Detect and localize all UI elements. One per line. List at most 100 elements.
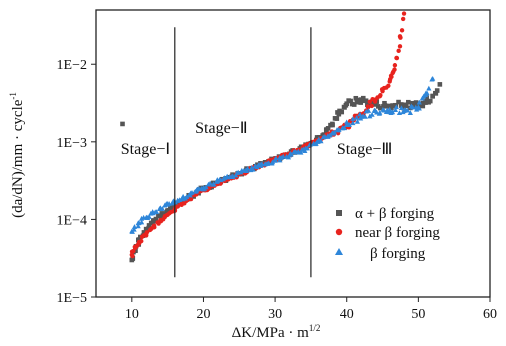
beta-point: [215, 178, 221, 184]
axis-ticks-layer: 10 20 30 40 50 60 1E−5 1E−4 1E−3 1E−2: [57, 58, 497, 322]
near-beta-point: [387, 79, 392, 84]
beta-point: [416, 99, 422, 105]
beta-point: [358, 114, 364, 119]
near-beta-point: [143, 231, 149, 237]
alpha-beta-point: [387, 103, 393, 109]
beta-point: [407, 110, 413, 115]
beta-point: [250, 166, 256, 172]
x-tick-label: 20: [196, 307, 210, 322]
alpha-beta-point: [136, 237, 142, 242]
near-beta-point: [378, 93, 383, 98]
beta-point: [426, 85, 432, 91]
alpha-beta-point: [165, 208, 170, 213]
alpha-beta-point: [176, 200, 181, 206]
y-tick-label: 1E−5: [57, 291, 87, 306]
near-beta-point: [366, 104, 371, 110]
beta-point: [372, 108, 378, 113]
beta-point: [229, 173, 235, 179]
y-tick-label: 1E−3: [57, 136, 87, 151]
alpha-beta-point: [413, 100, 419, 105]
alpha-beta-point: [423, 100, 428, 105]
beta-point: [269, 159, 276, 165]
alpha-beta-point: [330, 121, 335, 127]
alpha-beta-point: [406, 99, 411, 105]
beta-point: [350, 120, 356, 126]
near-beta-point: [397, 44, 403, 49]
beta-point: [354, 114, 360, 120]
plot-frame: [95, 9, 491, 298]
y-axis-title: (da/dN)/mm · cycle-1: [8, 92, 26, 218]
data-series-layer: [120, 11, 443, 263]
alpha-beta-point: [358, 100, 364, 105]
near-beta-point: [391, 69, 396, 74]
beta-point: [398, 105, 405, 111]
beta-point: [329, 130, 335, 135]
beta-point: [369, 111, 375, 117]
series-beta: [129, 75, 436, 234]
alpha-beta-point: [420, 100, 426, 106]
legend-label-beta: β forging: [370, 246, 426, 262]
beta-point: [179, 195, 185, 201]
alpha-beta-point: [401, 102, 407, 108]
beta-point: [415, 104, 421, 110]
near-beta-point: [136, 239, 142, 245]
beta-point: [387, 106, 393, 112]
alpha-beta-point: [390, 103, 395, 108]
near-beta-point: [158, 217, 163, 223]
alpha-beta-point: [437, 82, 443, 87]
near-beta-point: [367, 99, 372, 104]
beta-point: [157, 205, 164, 211]
alpha-beta-point: [434, 88, 440, 93]
alpha-beta-point: [161, 211, 167, 217]
beta-point: [367, 113, 373, 119]
stage-label: Stage−Ⅰ: [121, 141, 170, 158]
alpha-beta-point: [153, 216, 159, 222]
alpha-beta-point: [353, 95, 359, 101]
alpha-beta-point: [363, 98, 369, 104]
legend-marker-near-beta: [335, 228, 343, 236]
beta-point: [344, 122, 350, 127]
beta-point: [280, 153, 286, 159]
near-beta-point: [389, 74, 394, 80]
beta-point: [392, 107, 399, 113]
legend-label-near-beta: near β forging: [355, 225, 440, 241]
alpha-beta-point: [344, 101, 350, 106]
beta-point: [389, 109, 396, 115]
near-beta-point: [151, 224, 156, 230]
beta-point: [315, 139, 321, 144]
alpha-beta-point: [430, 93, 435, 99]
beta-point: [165, 201, 171, 207]
alpha-beta-point: [321, 132, 327, 137]
alpha-beta-point: [168, 205, 173, 210]
beta-point: [277, 157, 283, 163]
beta-point: [298, 149, 304, 155]
alpha-beta-point: [325, 126, 331, 131]
beta-point: [272, 157, 278, 163]
beta-point: [135, 223, 141, 229]
beta-point: [146, 214, 152, 219]
alpha-beta-point: [358, 97, 364, 102]
beta-point: [129, 228, 135, 234]
beta-point: [377, 109, 383, 115]
near-beta-point: [392, 63, 398, 68]
beta-point: [362, 113, 368, 119]
beta-point: [430, 75, 436, 81]
beta-point: [286, 152, 293, 158]
beta-point: [184, 194, 190, 199]
beta-point: [422, 92, 429, 98]
beta-point: [211, 181, 217, 186]
stage-label: Stage−Ⅱ: [195, 120, 247, 137]
near-beta-point: [400, 16, 406, 22]
beta-point: [131, 224, 138, 229]
alpha-beta-point: [158, 213, 163, 219]
beta-point: [153, 209, 160, 215]
near-beta-point: [380, 88, 385, 94]
beta-point: [186, 192, 192, 198]
alpha-beta-point: [398, 102, 404, 107]
near-beta-point: [401, 11, 407, 16]
near-beta-point: [398, 35, 403, 40]
stage-labels-layer: Stage−Ⅰ Stage−Ⅱ Stage−Ⅲ: [121, 120, 393, 158]
legend-label-alpha-beta: α + β forging: [355, 206, 435, 222]
y-tick-label: 1E−2: [57, 58, 87, 73]
